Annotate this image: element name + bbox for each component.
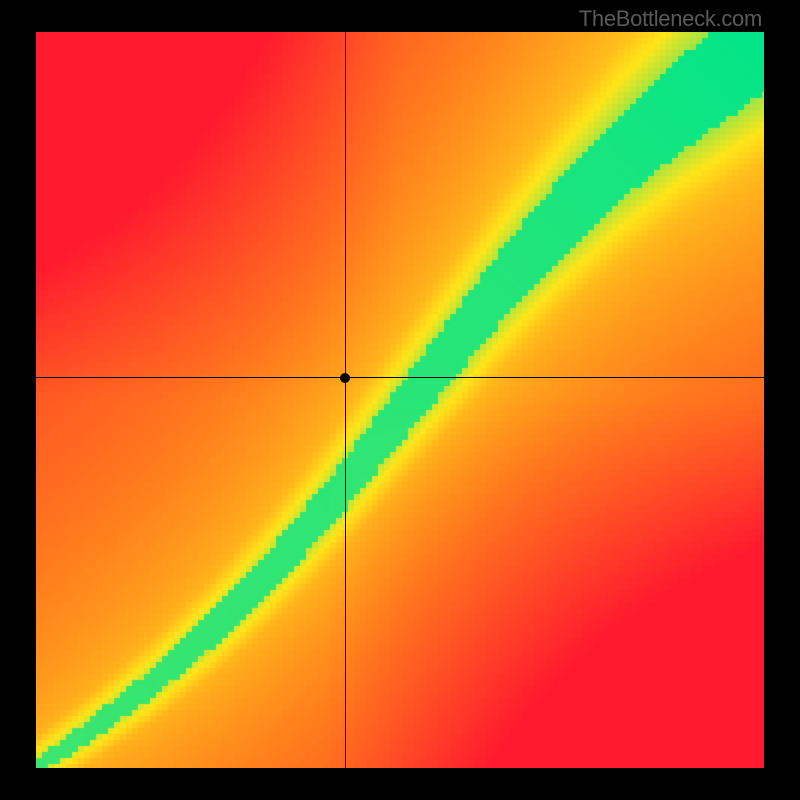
bottleneck-point-marker [340,373,350,383]
attribution-text: TheBottleneck.com [579,6,762,32]
heatmap-plot [36,32,764,768]
chart-frame: TheBottleneck.com [0,0,800,800]
heatmap-canvas [36,32,764,768]
crosshair-horizontal [36,377,764,378]
crosshair-vertical [345,32,346,768]
